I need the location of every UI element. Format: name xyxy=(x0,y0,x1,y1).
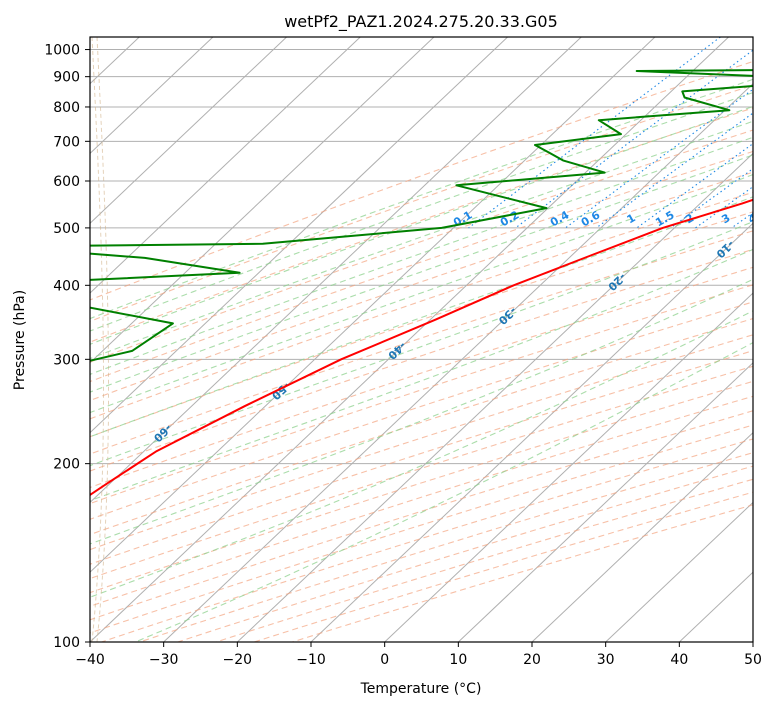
plot-grid xyxy=(90,37,753,642)
moist-adiabat-line xyxy=(90,78,753,320)
dry-adiabat-line xyxy=(90,230,753,455)
x-tick-label: −10 xyxy=(296,652,326,668)
moist-adiabat-line xyxy=(90,92,753,332)
chart-title: wetPf2_PAZ1.2024.275.20.33.G05 xyxy=(284,12,558,32)
y-tick-label: 800 xyxy=(53,100,80,116)
y-tick-label: 200 xyxy=(53,457,80,473)
y-axis-title: Pressure (hPa) xyxy=(12,290,28,390)
x-tick-label: 0 xyxy=(380,652,389,668)
y-tick-label: 400 xyxy=(53,278,80,294)
isotherm-line xyxy=(90,37,287,224)
plot-frame xyxy=(89,36,754,643)
x-tick-label: 20 xyxy=(523,652,541,668)
dry-adiabat-line xyxy=(90,171,753,402)
dry-adiabat-line xyxy=(90,334,753,551)
isotherm-line xyxy=(90,37,582,504)
y-tick-label: 300 xyxy=(53,352,80,368)
isotherm-line xyxy=(90,37,214,155)
dry-adiabat-line xyxy=(90,150,753,383)
x-axis-title: Temperature (°C) xyxy=(360,681,482,697)
moist-adiabat-line xyxy=(90,136,753,375)
dry-adiabat-line xyxy=(90,248,753,472)
x-tick-label: −20 xyxy=(223,652,253,668)
isotherm-line xyxy=(163,82,753,642)
isotherm-line xyxy=(90,37,361,294)
mixing-ratio-line xyxy=(565,88,753,229)
y-tick-label: 700 xyxy=(53,134,80,150)
isotherm-line xyxy=(90,37,729,642)
dry-adiabat-line xyxy=(90,129,753,363)
x-tick-label: 30 xyxy=(597,652,615,668)
moist-adiabat-line xyxy=(90,174,753,414)
dry-adiabat-line xyxy=(90,380,753,594)
isotherm-line xyxy=(384,292,753,642)
mixing-ratio-label: 4 xyxy=(746,211,759,226)
x-tick-label: 50 xyxy=(744,652,762,668)
isotherm-line xyxy=(457,362,753,642)
plot-series xyxy=(90,69,753,497)
mixing-ratio-line xyxy=(636,142,753,229)
dry-adiabat-line xyxy=(90,284,753,505)
isotherm-line xyxy=(531,431,753,642)
moist-adiabat-line xyxy=(90,310,753,598)
dry-adiabat-line xyxy=(90,317,753,536)
curved-background-line xyxy=(96,37,109,642)
moist-adiabat-line xyxy=(90,196,753,438)
isotherm-line xyxy=(605,501,753,642)
dewpoint-profile xyxy=(90,69,753,362)
curved-background-line xyxy=(91,37,104,642)
y-tick-label: 900 xyxy=(53,70,80,86)
dry-adiabat-line xyxy=(90,60,753,301)
x-tick-label: 40 xyxy=(670,652,688,668)
isotherm-line xyxy=(90,37,656,573)
axis-ticks: −40 −30 −20 −10 0 10 20 30 40 50 100 200 300 400 500 60… xyxy=(44,43,762,668)
temperature-profile xyxy=(90,198,753,497)
moist-adiabat-line xyxy=(90,221,753,467)
moist-adiabat-line xyxy=(90,120,753,360)
y-tick-label: 1000 xyxy=(44,43,80,59)
y-tick-label: 600 xyxy=(53,174,80,190)
isotherm-line xyxy=(90,37,508,434)
isotherm-line xyxy=(236,152,753,642)
x-tick-label: −40 xyxy=(75,652,105,668)
isotherm-line xyxy=(90,37,435,364)
y-tick-label: 500 xyxy=(53,221,80,237)
x-tick-label: 10 xyxy=(449,652,467,668)
moist-adiabat-line xyxy=(135,341,753,642)
dry-adiabat-line xyxy=(90,191,753,420)
y-tick-label: 100 xyxy=(53,635,80,651)
x-tick-label: −30 xyxy=(149,652,179,668)
